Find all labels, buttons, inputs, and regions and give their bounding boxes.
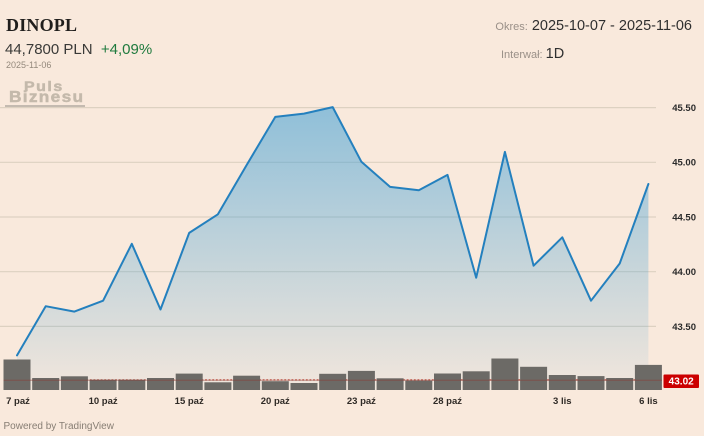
svg-text:43.50: 43.50 <box>672 322 696 333</box>
svg-text:6 lis: 6 lis <box>639 396 658 407</box>
svg-text:43.02: 43.02 <box>669 377 694 388</box>
svg-text:45.50: 45.50 <box>672 103 696 114</box>
svg-text:7 paź: 7 paź <box>6 396 30 407</box>
svg-text:20 paź: 20 paź <box>261 396 290 407</box>
svg-text:44.50: 44.50 <box>672 212 696 223</box>
svg-text:28 paź: 28 paź <box>433 396 462 407</box>
svg-text:10 paź: 10 paź <box>89 396 118 407</box>
svg-text:44.00: 44.00 <box>672 267 696 278</box>
svg-text:23 paź: 23 paź <box>347 396 376 407</box>
svg-text:15 paź: 15 paź <box>175 396 204 407</box>
svg-text:3 lis: 3 lis <box>553 396 572 407</box>
svg-text:45.00: 45.00 <box>672 158 696 169</box>
